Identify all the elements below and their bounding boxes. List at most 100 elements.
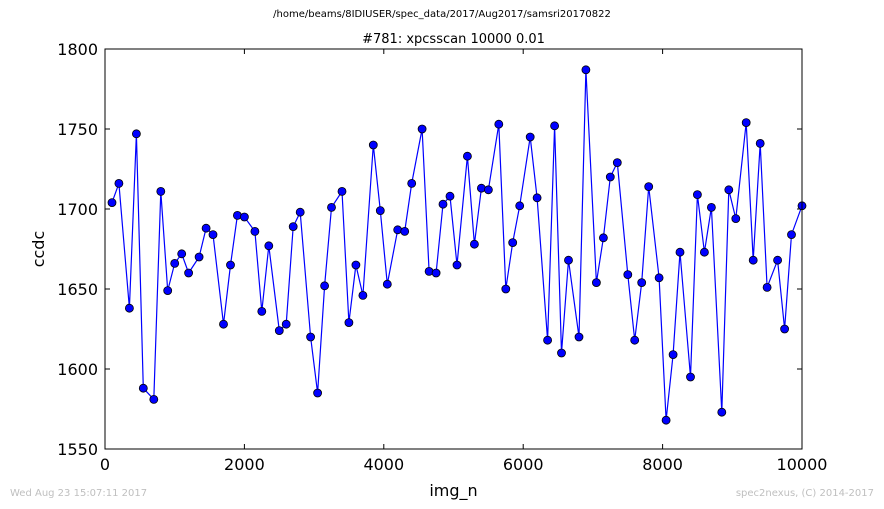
data-point bbox=[599, 233, 608, 243]
data-point bbox=[612, 158, 622, 168]
data-point bbox=[306, 332, 316, 342]
x-tick-label: 2000 bbox=[224, 455, 265, 474]
data-point bbox=[462, 151, 472, 161]
data-point bbox=[469, 239, 479, 249]
data-point bbox=[452, 260, 462, 270]
data-point bbox=[239, 212, 249, 222]
data-point bbox=[163, 286, 173, 296]
data-point bbox=[313, 388, 323, 398]
data-point bbox=[773, 255, 782, 265]
data-point bbox=[557, 348, 566, 358]
data-point bbox=[748, 255, 758, 265]
x-tick-label: 10000 bbox=[777, 455, 828, 474]
data-point bbox=[574, 332, 584, 342]
x-tick-label: 0 bbox=[100, 455, 110, 474]
axes-frame bbox=[104, 48, 803, 450]
data-point bbox=[623, 270, 633, 280]
data-point bbox=[274, 326, 284, 336]
series-line bbox=[111, 69, 803, 421]
data-point bbox=[281, 319, 291, 329]
data-point bbox=[762, 282, 772, 292]
data-point bbox=[351, 260, 361, 270]
data-point bbox=[717, 407, 727, 417]
data-point bbox=[264, 241, 274, 251]
data-point bbox=[417, 124, 427, 134]
y-tick-label: 1550 bbox=[57, 440, 98, 459]
data-point bbox=[741, 118, 751, 127]
data-point bbox=[250, 226, 260, 236]
data-point bbox=[700, 247, 709, 257]
data-point bbox=[177, 249, 187, 259]
data-point bbox=[532, 193, 542, 203]
y-tick-label: 1750 bbox=[57, 120, 98, 139]
data-point bbox=[637, 278, 647, 288]
footer-timestamp: Wed Aug 23 15:07:11 2017 bbox=[10, 488, 148, 499]
data-point bbox=[605, 172, 615, 182]
data-point bbox=[107, 198, 117, 208]
data-point bbox=[731, 214, 741, 224]
data-point bbox=[114, 178, 124, 188]
footer-credit: spec2nexus, (C) 2014-2017 bbox=[735, 488, 874, 499]
data-point bbox=[445, 191, 455, 201]
y-tick-label: 1700 bbox=[57, 200, 98, 219]
x-axis-label: img_n bbox=[429, 481, 477, 501]
data-point bbox=[219, 319, 228, 329]
figure-suptitle: /home/beams/8IDIUSER/spec_data/2017/Aug2… bbox=[273, 9, 611, 20]
data-point bbox=[654, 273, 664, 283]
data-point bbox=[358, 290, 368, 300]
data-point bbox=[581, 65, 591, 75]
data-point bbox=[382, 279, 392, 289]
data-point bbox=[257, 306, 267, 316]
data-point bbox=[337, 186, 347, 196]
data-point bbox=[368, 140, 378, 150]
data-point bbox=[288, 222, 298, 232]
data-point bbox=[592, 278, 601, 288]
data-point bbox=[295, 207, 305, 217]
data-point bbox=[707, 202, 716, 212]
data-point bbox=[327, 202, 336, 212]
data-point bbox=[124, 303, 134, 313]
x-tick-label: 8000 bbox=[642, 455, 683, 474]
data-point bbox=[320, 281, 330, 291]
data-point bbox=[780, 324, 789, 334]
data-point bbox=[131, 129, 141, 139]
y-axis-label: ccdc bbox=[29, 231, 48, 268]
data-point bbox=[226, 260, 235, 270]
data-point bbox=[630, 335, 640, 345]
data-point bbox=[787, 230, 796, 240]
y-tick-label: 1600 bbox=[57, 360, 98, 379]
data-point bbox=[194, 252, 204, 262]
data-point bbox=[201, 223, 211, 233]
data-point bbox=[208, 230, 218, 240]
data-point bbox=[438, 199, 448, 209]
data-point bbox=[686, 372, 695, 382]
y-tick-label: 1800 bbox=[57, 40, 98, 59]
data-point bbox=[755, 138, 765, 148]
data-point bbox=[344, 318, 354, 328]
data-point bbox=[156, 186, 166, 196]
data-point bbox=[515, 201, 525, 211]
data-point bbox=[494, 119, 504, 129]
x-tick-label: 6000 bbox=[503, 455, 544, 474]
data-point bbox=[400, 226, 410, 236]
data-point bbox=[668, 350, 678, 360]
data-point bbox=[184, 268, 194, 278]
data-point bbox=[170, 258, 180, 268]
data-point bbox=[149, 394, 159, 404]
data-point bbox=[693, 190, 702, 200]
x-tick-label: 4000 bbox=[363, 455, 404, 474]
y-tick-label: 1650 bbox=[57, 280, 98, 299]
data-point bbox=[407, 178, 417, 188]
data-point bbox=[483, 185, 493, 195]
data-point bbox=[138, 383, 148, 393]
data-point bbox=[501, 284, 511, 294]
chart-title: #781: xpcsscan 10000 0.01 bbox=[362, 32, 545, 47]
data-point bbox=[661, 415, 671, 425]
data-point bbox=[724, 185, 734, 195]
data-point bbox=[644, 182, 654, 192]
data-point bbox=[431, 268, 441, 278]
data-point bbox=[564, 255, 573, 265]
data-point bbox=[550, 121, 559, 131]
data-point bbox=[525, 132, 535, 142]
